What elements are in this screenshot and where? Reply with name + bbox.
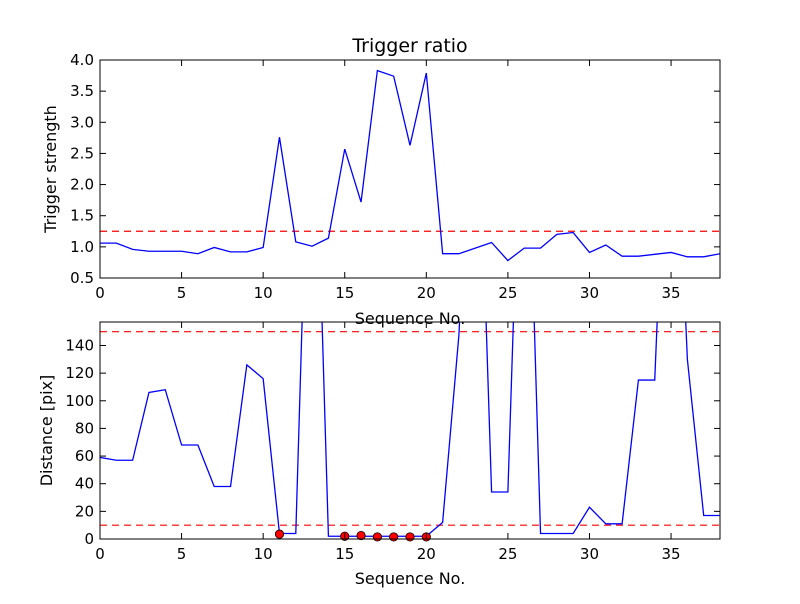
y-tick-label: 1.5 (70, 207, 94, 225)
x-tick-label: 35 (662, 284, 681, 302)
distance-panel: 0 5 10 15 20 25 30 35 0 20 40 60 80 100 120 140 Sequence… (37, 321, 721, 588)
x-tick-label: 30 (580, 284, 599, 302)
x-tick-label: 0 (95, 284, 105, 302)
chart-title: Trigger ratio (351, 35, 467, 57)
y-tick-label: 40 (75, 475, 94, 493)
y-tick-label: 4.0 (70, 51, 94, 69)
data-marker (389, 532, 399, 542)
y-tick-label: 3.0 (70, 113, 94, 131)
y-axis-label: Distance [pix] (37, 375, 56, 487)
trigger-ratio-panel: 0 5 10 15 20 25 30 35 0.5 1.0 1.5 2.0 2.5 3.0 3.5 4.0 Tr… (41, 35, 721, 328)
data-marker (274, 529, 285, 539)
x-tick-label: 20 (417, 545, 436, 563)
axes-frame (99, 321, 721, 540)
x-tick-label: 0 (95, 545, 105, 563)
y-tick-label: 140 (65, 336, 94, 354)
x-axis-label: Sequence No. (355, 309, 466, 328)
x-tick-label: 10 (254, 545, 273, 563)
x-tick-label: 10 (254, 284, 273, 302)
y-tick-label: 20 (75, 502, 94, 520)
x-tick-label: 5 (177, 284, 187, 302)
y-tick-label: 3.5 (70, 82, 94, 100)
y-tick-label: 2.0 (70, 176, 94, 194)
y-tick-label: 120 (65, 364, 94, 382)
y-tick-label: 60 (75, 447, 94, 465)
x-tick-label: 25 (498, 284, 517, 302)
x-axis-label: Sequence No. (355, 569, 466, 588)
data-marker (405, 532, 415, 542)
y-tick-label: 0.5 (70, 269, 94, 287)
y-tick-label: 80 (75, 419, 94, 437)
x-tick-label: 15 (335, 545, 354, 563)
y-tick-label: 1.0 (70, 238, 94, 256)
axes-frame (99, 59, 721, 279)
data-marker (356, 530, 366, 541)
x-tick-label: 30 (580, 545, 599, 563)
x-tick-label: 20 (417, 284, 436, 302)
data-marker (372, 532, 382, 542)
y-tick-label: 0 (84, 530, 94, 548)
y-axis-label: Trigger strength (41, 105, 60, 234)
x-tick-label: 35 (662, 545, 681, 563)
x-tick-label: 15 (335, 284, 354, 302)
plot-area (100, 69, 720, 262)
y-tick-label: 100 (65, 392, 94, 410)
series-line (100, 69, 720, 262)
x-tick-label: 25 (498, 545, 517, 563)
x-tick-label: 5 (177, 545, 187, 563)
y-tick-label: 2.5 (70, 144, 94, 162)
